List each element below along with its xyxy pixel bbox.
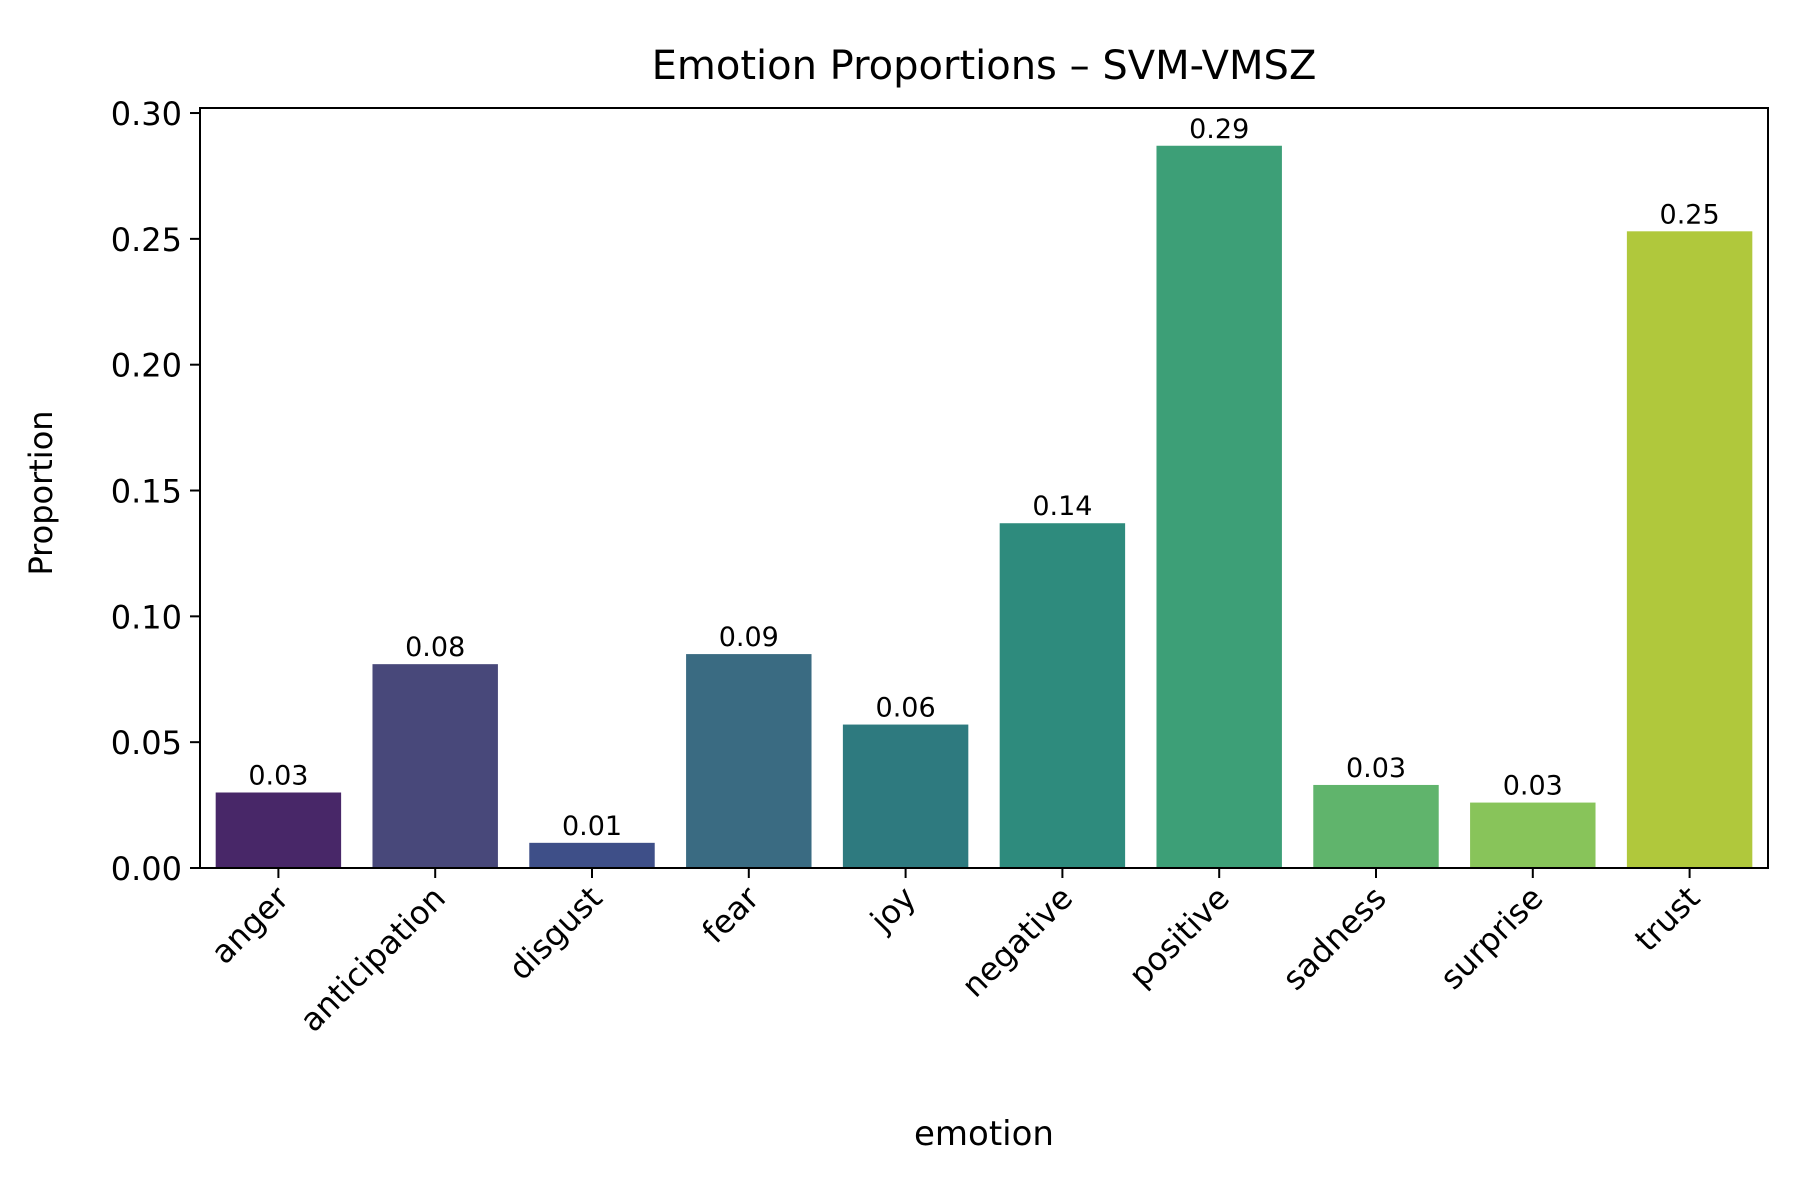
x-tick-label-negative: negative — [954, 879, 1080, 1005]
x-tick-label-positive: positive — [1121, 879, 1237, 995]
value-label-surprise: 0.03 — [1503, 771, 1563, 802]
value-label-sadness: 0.03 — [1346, 753, 1406, 784]
axes-layer: 0.00 0.05 0.10 0.15 0.20 0.25 0.30 angeranticip… — [111, 95, 1769, 1040]
plot-frame — [199, 107, 1769, 869]
y-tick-label: 0.05 — [111, 724, 182, 762]
value-label-trust: 0.25 — [1660, 199, 1720, 230]
bars-layer: 0.03 0.08 0.01 0.09 0.06 0.14 0.29 0.03 0.03 0.25 — [215, 114, 1753, 868]
value-label-fear: 0.09 — [719, 622, 779, 653]
value-label-joy: 0.06 — [876, 693, 936, 724]
bar-fear — [686, 654, 812, 868]
bar-sadness — [1313, 784, 1439, 868]
chart-title: Emotion Proportions – SVM-VMSZ — [652, 43, 1317, 89]
bar-joy — [842, 724, 969, 868]
x-tick-label-joy: joy — [862, 879, 923, 940]
y-tick-label: 0.25 — [111, 221, 182, 259]
value-label-disgust: 0.01 — [562, 811, 622, 842]
value-label-negative: 0.14 — [1032, 491, 1092, 522]
y-tick-label: 0.30 — [111, 95, 182, 133]
y-tick-label: 0.10 — [111, 598, 182, 636]
bar-anger — [215, 792, 342, 868]
value-label-anger: 0.03 — [248, 761, 308, 792]
bar-anticipation — [372, 664, 498, 868]
x-axis-label: emotion — [914, 1114, 1054, 1154]
y-tick-label: 0.00 — [111, 850, 182, 888]
value-label-anticipation: 0.08 — [405, 632, 465, 663]
bar-surprise — [1470, 802, 1596, 868]
y-tick-label: 0.20 — [111, 347, 182, 385]
bar-positive — [1156, 145, 1282, 868]
y-axis-label: Proportion — [22, 410, 60, 575]
x-tick-label-trust: trust — [1627, 879, 1707, 959]
x-tick-label-sadness: sadness — [1275, 879, 1394, 998]
y-tick-label: 0.15 — [111, 473, 182, 511]
bar-trust — [1626, 231, 1753, 868]
x-tick-label-surprise: surprise — [1432, 879, 1550, 997]
value-label-positive: 0.29 — [1189, 114, 1249, 145]
bar-disgust — [529, 842, 655, 868]
x-tick-label-fear: fear — [695, 878, 768, 951]
x-tick-label-anger: anger — [203, 878, 296, 971]
bar-negative — [999, 523, 1126, 868]
x-tick-label-anticipation: anticipation — [292, 879, 453, 1040]
x-tick-label-disgust: disgust — [501, 879, 610, 988]
